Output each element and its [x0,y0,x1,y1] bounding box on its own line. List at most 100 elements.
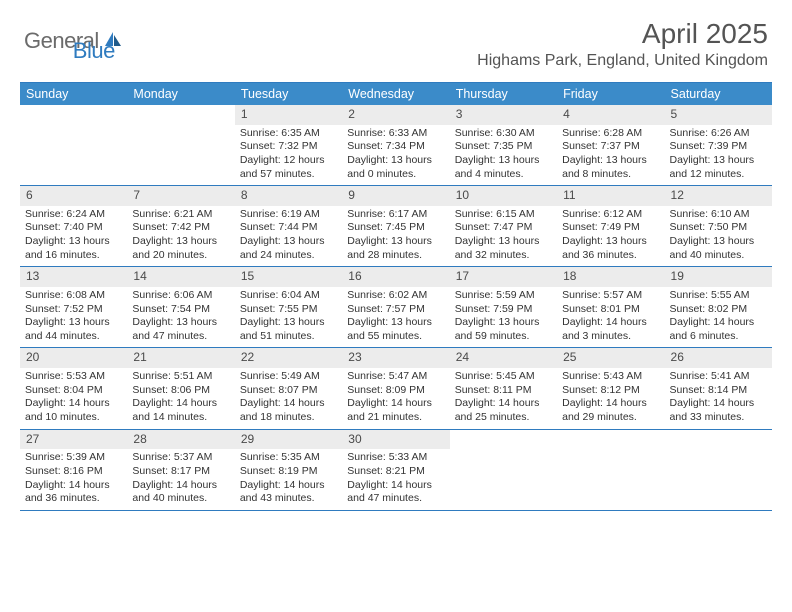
day-daylight1: Daylight: 14 hours [132,479,229,493]
day-sunrise: Sunrise: 6:02 AM [347,289,444,303]
day-daylight2: and 40 minutes. [132,492,229,506]
day-daylight1: Daylight: 13 hours [347,316,444,330]
day-sunset: Sunset: 8:19 PM [240,465,337,479]
day-sunset: Sunset: 7:32 PM [240,140,337,154]
day-content: Sunrise: 6:15 AMSunset: 7:47 PMDaylight:… [450,206,557,267]
day-daylight2: and 16 minutes. [25,249,122,263]
day-sunset: Sunset: 7:59 PM [455,303,552,317]
day-daylight2: and 47 minutes. [132,330,229,344]
day-daylight1: Daylight: 14 hours [562,397,659,411]
day-daylight1: Daylight: 14 hours [347,397,444,411]
day-daylight2: and 18 minutes. [240,411,337,425]
day-daylight1: Daylight: 13 hours [347,235,444,249]
day-cell [557,430,664,510]
weekday-header: Monday [127,83,234,105]
logo: General Blue [24,18,115,64]
day-number: 24 [450,348,557,368]
day-sunrise: Sunrise: 6:04 AM [240,289,337,303]
day-daylight1: Daylight: 14 hours [132,397,229,411]
day-daylight1: Daylight: 13 hours [562,154,659,168]
day-sunset: Sunset: 7:47 PM [455,221,552,235]
day-daylight1: Daylight: 13 hours [132,235,229,249]
day-content: Sunrise: 5:47 AMSunset: 8:09 PMDaylight:… [342,368,449,429]
day-sunrise: Sunrise: 6:10 AM [670,208,767,222]
day-sunset: Sunset: 8:17 PM [132,465,229,479]
day-daylight2: and 33 minutes. [670,411,767,425]
day-sunset: Sunset: 8:11 PM [455,384,552,398]
day-daylight2: and 55 minutes. [347,330,444,344]
day-daylight1: Daylight: 13 hours [455,235,552,249]
day-daylight1: Daylight: 13 hours [670,235,767,249]
day-daylight2: and 51 minutes. [240,330,337,344]
day-cell: 5Sunrise: 6:26 AMSunset: 7:39 PMDaylight… [665,105,772,185]
day-content: Sunrise: 5:53 AMSunset: 8:04 PMDaylight:… [20,368,127,429]
day-number: 7 [127,186,234,206]
day-daylight2: and 6 minutes. [670,330,767,344]
day-cell: 28Sunrise: 5:37 AMSunset: 8:17 PMDayligh… [127,430,234,510]
day-sunset: Sunset: 8:04 PM [25,384,122,398]
day-cell [665,430,772,510]
day-number: 28 [127,430,234,450]
day-number: 1 [235,105,342,125]
day-sunrise: Sunrise: 5:57 AM [562,289,659,303]
day-content: Sunrise: 5:57 AMSunset: 8:01 PMDaylight:… [557,287,664,348]
day-daylight1: Daylight: 14 hours [670,316,767,330]
day-daylight2: and 36 minutes. [25,492,122,506]
day-sunset: Sunset: 8:12 PM [562,384,659,398]
day-number: 21 [127,348,234,368]
day-daylight1: Daylight: 13 hours [455,154,552,168]
day-number: 14 [127,267,234,287]
day-number: 17 [450,267,557,287]
day-cell: 12Sunrise: 6:10 AMSunset: 7:50 PMDayligh… [665,186,772,266]
day-sunset: Sunset: 7:44 PM [240,221,337,235]
day-content: Sunrise: 6:06 AMSunset: 7:54 PMDaylight:… [127,287,234,348]
day-number: 10 [450,186,557,206]
weekday-header: Friday [557,83,664,105]
day-number: 4 [557,105,664,125]
day-sunrise: Sunrise: 6:06 AM [132,289,229,303]
day-content: Sunrise: 5:35 AMSunset: 8:19 PMDaylight:… [235,449,342,510]
day-daylight1: Daylight: 13 hours [240,235,337,249]
day-daylight2: and 29 minutes. [562,411,659,425]
day-daylight1: Daylight: 14 hours [240,479,337,493]
day-sunset: Sunset: 8:14 PM [670,384,767,398]
day-number: 16 [342,267,449,287]
day-number: 15 [235,267,342,287]
day-sunrise: Sunrise: 6:12 AM [562,208,659,222]
day-cell: 11Sunrise: 6:12 AMSunset: 7:49 PMDayligh… [557,186,664,266]
day-number: 3 [450,105,557,125]
day-daylight1: Daylight: 13 hours [25,316,122,330]
day-cell: 10Sunrise: 6:15 AMSunset: 7:47 PMDayligh… [450,186,557,266]
day-sunset: Sunset: 7:55 PM [240,303,337,317]
day-cell: 7Sunrise: 6:21 AMSunset: 7:42 PMDaylight… [127,186,234,266]
day-number: 5 [665,105,772,125]
week-row: 20Sunrise: 5:53 AMSunset: 8:04 PMDayligh… [20,348,772,429]
day-daylight1: Daylight: 14 hours [25,397,122,411]
day-sunrise: Sunrise: 5:35 AM [240,451,337,465]
day-content: Sunrise: 6:08 AMSunset: 7:52 PMDaylight:… [20,287,127,348]
day-content: Sunrise: 6:12 AMSunset: 7:49 PMDaylight:… [557,206,664,267]
day-daylight2: and 57 minutes. [240,168,337,182]
day-number: 30 [342,430,449,450]
day-cell: 17Sunrise: 5:59 AMSunset: 7:59 PMDayligh… [450,267,557,347]
day-content: Sunrise: 6:35 AMSunset: 7:32 PMDaylight:… [235,125,342,186]
day-daylight2: and 14 minutes. [132,411,229,425]
day-sunset: Sunset: 7:54 PM [132,303,229,317]
day-content: Sunrise: 5:43 AMSunset: 8:12 PMDaylight:… [557,368,664,429]
day-content: Sunrise: 6:24 AMSunset: 7:40 PMDaylight:… [20,206,127,267]
day-cell: 9Sunrise: 6:17 AMSunset: 7:45 PMDaylight… [342,186,449,266]
weekday-header: Thursday [450,83,557,105]
day-sunset: Sunset: 7:39 PM [670,140,767,154]
day-number: 27 [20,430,127,450]
day-number: 9 [342,186,449,206]
day-daylight1: Daylight: 13 hours [562,235,659,249]
month-title: April 2025 [477,18,768,50]
day-daylight1: Daylight: 14 hours [562,316,659,330]
logo-text-blue: Blue [73,38,115,64]
day-content: Sunrise: 5:33 AMSunset: 8:21 PMDaylight:… [342,449,449,510]
day-sunrise: Sunrise: 6:08 AM [25,289,122,303]
day-sunrise: Sunrise: 6:33 AM [347,127,444,141]
day-number: 25 [557,348,664,368]
day-sunrise: Sunrise: 6:19 AM [240,208,337,222]
day-number: 18 [557,267,664,287]
